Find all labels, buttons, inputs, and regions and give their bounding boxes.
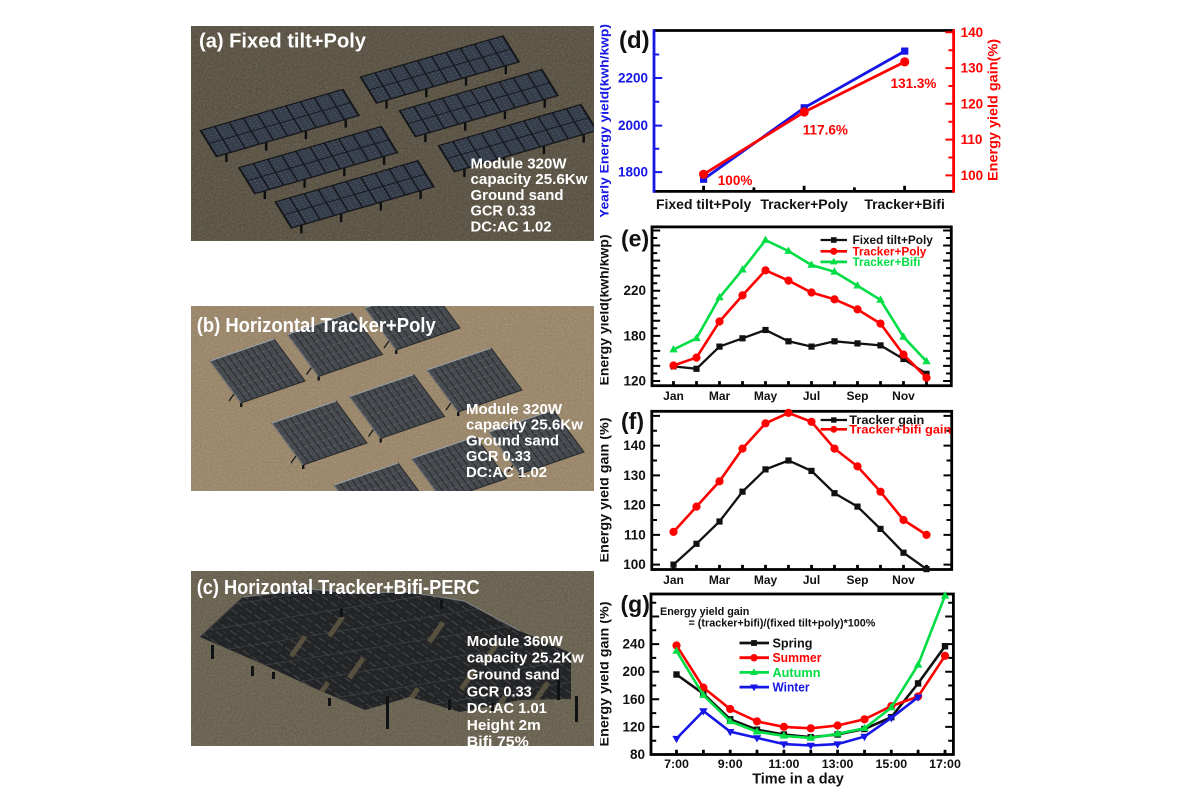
- svg-text:Spring: Spring: [773, 636, 813, 651]
- svg-text:Mar: Mar: [709, 389, 731, 403]
- svg-text:Yearly Energy yield(kwh/kwp): Yearly Energy yield(kwh/kwp): [600, 24, 612, 218]
- svg-text:Winter: Winter: [773, 680, 810, 695]
- svg-text:(c) Horizontal Tracker+Bifi-PE: (c) Horizontal Tracker+Bifi-PERC: [197, 577, 480, 599]
- svg-text:Energy yield gain(%): Energy yield gain(%): [986, 39, 1001, 181]
- svg-text:Module 360W: Module 360W: [467, 634, 563, 650]
- svg-text:(a) Fixed tilt+Poly: (a) Fixed tilt+Poly: [199, 31, 367, 53]
- svg-text:GCR 0.33: GCR 0.33: [467, 684, 532, 700]
- svg-text:7:00: 7:00: [664, 757, 689, 771]
- svg-text:17:00: 17:00: [929, 757, 961, 771]
- svg-text:13:00: 13:00: [822, 757, 854, 771]
- svg-text:120: 120: [623, 498, 646, 513]
- svg-text:Ground sand: Ground sand: [471, 188, 564, 204]
- svg-text:Tracker+Bifi: Tracker+Bifi: [864, 196, 945, 212]
- svg-text:Energy yield gain (%): Energy yield gain (%): [600, 602, 612, 747]
- svg-text:100: 100: [961, 168, 984, 183]
- svg-text:110: 110: [624, 527, 646, 542]
- svg-text:(f): (f): [621, 408, 644, 434]
- svg-text:140: 140: [961, 25, 984, 40]
- svg-text:Fixed tilt+Poly: Fixed tilt+Poly: [853, 233, 934, 247]
- svg-text:GCR 0.33: GCR 0.33: [466, 449, 531, 465]
- svg-text:200: 200: [622, 664, 645, 679]
- svg-text:(d): (d): [619, 27, 650, 54]
- svg-text:Jan: Jan: [663, 389, 684, 403]
- svg-text:2200: 2200: [618, 71, 648, 86]
- svg-text:130: 130: [623, 468, 646, 483]
- svg-text:11:00: 11:00: [768, 757, 799, 771]
- svg-text:130: 130: [961, 61, 984, 76]
- svg-text:Ground sand: Ground sand: [467, 668, 560, 684]
- svg-text:2000: 2000: [618, 118, 648, 133]
- svg-text:Jul: Jul: [803, 573, 820, 587]
- svg-text:100%: 100%: [718, 173, 753, 188]
- svg-text:120: 120: [623, 374, 646, 389]
- svg-text:Sep: Sep: [846, 573, 868, 587]
- svg-text:1800: 1800: [618, 165, 648, 180]
- svg-text:Mar: Mar: [709, 573, 731, 587]
- svg-text:140: 140: [623, 438, 646, 453]
- svg-text:Ground sand: Ground sand: [466, 433, 559, 449]
- svg-text:Jan: Jan: [663, 573, 684, 587]
- svg-text:240: 240: [622, 637, 645, 652]
- svg-text:(e): (e): [621, 226, 649, 252]
- svg-text:(b) Horizontal Tracker+Poly: (b) Horizontal Tracker+Poly: [197, 315, 437, 337]
- svg-text:Nov: Nov: [892, 389, 915, 403]
- svg-text:Summer: Summer: [773, 650, 822, 665]
- svg-text:110: 110: [961, 132, 983, 147]
- svg-text:Jul: Jul: [803, 389, 820, 403]
- svg-text:capacity 25.6Kw: capacity 25.6Kw: [466, 418, 584, 434]
- svg-text:220: 220: [623, 283, 646, 298]
- svg-text:Tracker gain: Tracker gain: [849, 413, 924, 427]
- svg-text:Tracker+Bifi: Tracker+Bifi: [853, 255, 921, 269]
- svg-text:DC:AC 1.02: DC:AC 1.02: [466, 465, 547, 481]
- svg-text:Nov: Nov: [892, 573, 915, 587]
- svg-text:= (tracker+bifi)/(fixed tilt+p: = (tracker+bifi)/(fixed tilt+poly)*100%: [689, 618, 876, 630]
- svg-text:capacity 25.6Kw: capacity 25.6Kw: [471, 172, 589, 188]
- svg-text:May: May: [754, 573, 778, 587]
- svg-text:9:00: 9:00: [718, 757, 743, 771]
- svg-text:Energy yield gain (%): Energy yield gain (%): [600, 418, 612, 563]
- svg-text:capacity 25.2Kw: capacity 25.2Kw: [467, 651, 585, 667]
- svg-text:Tracker+bifi gain: Tracker+bifi gain: [849, 423, 951, 437]
- svg-text:Module 320W: Module 320W: [466, 402, 562, 418]
- svg-text:(g): (g): [621, 591, 650, 617]
- svg-text:117.6%: 117.6%: [803, 123, 848, 138]
- svg-text:120: 120: [961, 96, 984, 111]
- svg-text:Module 320W: Module 320W: [471, 157, 567, 173]
- svg-text:Height 2m: Height 2m: [467, 718, 541, 734]
- svg-text:80: 80: [630, 747, 645, 762]
- svg-text:May: May: [754, 389, 778, 403]
- svg-text:GCR 0.33: GCR 0.33: [471, 204, 536, 220]
- svg-text:160: 160: [622, 692, 645, 707]
- svg-text:Energy yield(kwh/kwp): Energy yield(kwh/kwp): [600, 235, 612, 386]
- svg-text:Time in a day: Time in a day: [752, 772, 844, 788]
- svg-text:Bifi 75%: Bifi 75%: [467, 735, 529, 746]
- svg-text:120: 120: [622, 719, 645, 734]
- svg-text:100: 100: [623, 557, 646, 572]
- svg-text:Fixed tilt+Poly: Fixed tilt+Poly: [656, 196, 752, 212]
- svg-text:131.3%: 131.3%: [891, 76, 937, 91]
- svg-text:DC:AC 1.01: DC:AC 1.01: [467, 701, 547, 717]
- svg-text:Energy yield gain: Energy yield gain: [660, 606, 749, 618]
- svg-text:Sep: Sep: [846, 389, 868, 403]
- svg-text:Tracker+Poly: Tracker+Poly: [853, 244, 927, 258]
- svg-text:DC:AC 1.02: DC:AC 1.02: [471, 219, 552, 235]
- svg-text:Tracker+Poly: Tracker+Poly: [760, 196, 848, 212]
- svg-text:180: 180: [623, 328, 646, 343]
- svg-text:15:00: 15:00: [875, 757, 907, 771]
- svg-text:Autumn: Autumn: [773, 665, 821, 680]
